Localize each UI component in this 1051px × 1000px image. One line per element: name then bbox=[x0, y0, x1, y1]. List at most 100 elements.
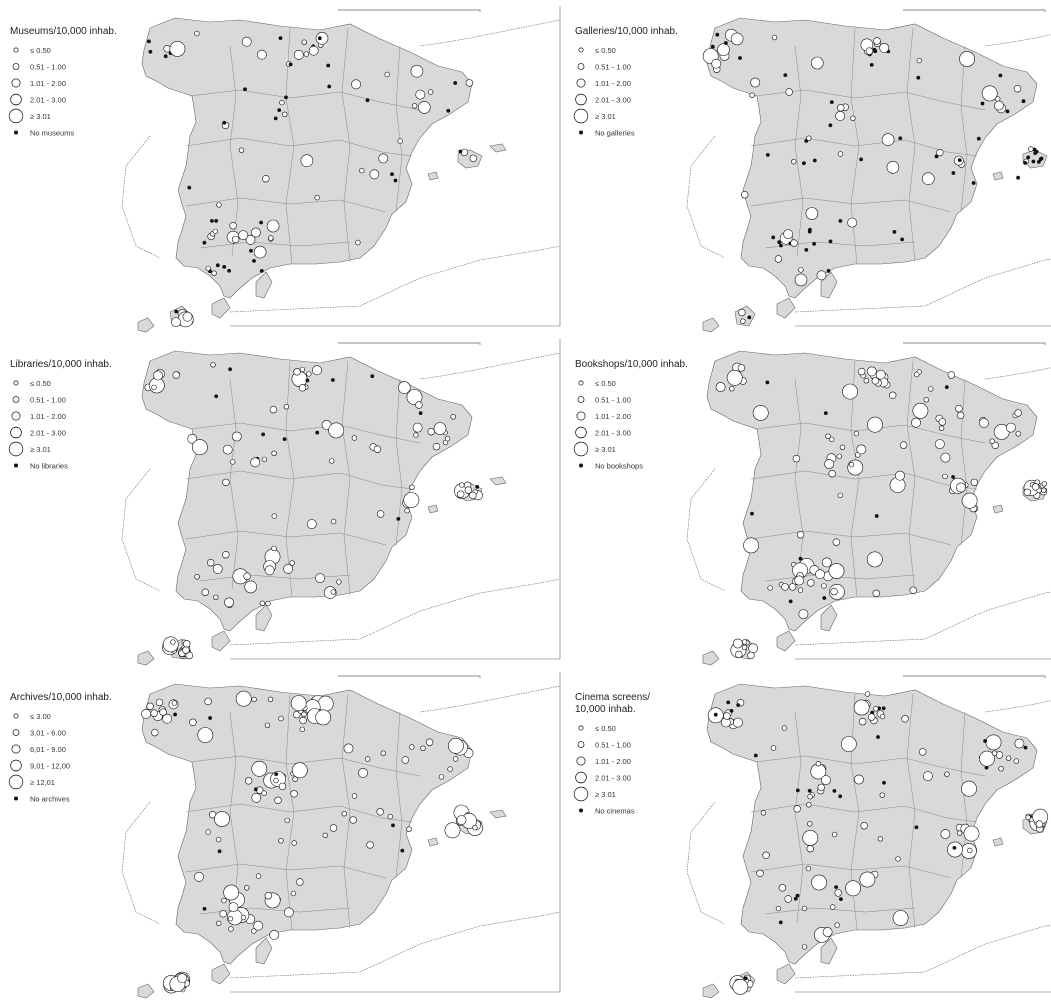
class-symbol bbox=[433, 422, 447, 435]
no-facility-dot bbox=[274, 772, 279, 776]
class-symbol bbox=[447, 766, 453, 772]
no-facility-dot bbox=[396, 517, 401, 521]
legend-title: Bookshops/10,000 inhab. bbox=[575, 359, 688, 370]
legend-class-label: 2.01 - 3.00 bbox=[595, 773, 631, 782]
class-symbol bbox=[730, 32, 744, 46]
africa-coast bbox=[229, 245, 561, 313]
class-symbol bbox=[469, 154, 477, 163]
class-symbol bbox=[781, 583, 789, 591]
legend-symbol bbox=[576, 756, 586, 766]
class-symbol bbox=[444, 435, 451, 442]
class-symbol bbox=[1013, 758, 1019, 764]
no-facility-dot bbox=[391, 823, 395, 828]
class-symbol bbox=[815, 760, 822, 767]
class-symbol bbox=[427, 427, 435, 436]
class-symbol bbox=[373, 445, 382, 453]
island bbox=[702, 317, 720, 333]
class-symbol bbox=[387, 813, 393, 820]
no-facility-dot bbox=[174, 309, 179, 314]
class-symbol bbox=[784, 895, 792, 903]
class-symbol bbox=[201, 588, 210, 596]
no-facility-dot bbox=[980, 101, 985, 106]
class-symbol bbox=[415, 401, 423, 409]
island bbox=[489, 143, 507, 153]
no-facility-dot bbox=[838, 219, 843, 223]
africa-coast bbox=[794, 591, 1051, 646]
class-symbol bbox=[748, 643, 758, 654]
class-symbol bbox=[229, 222, 237, 230]
class-symbol bbox=[244, 777, 253, 785]
no-facility-dot bbox=[390, 172, 394, 177]
island bbox=[137, 650, 155, 666]
class-symbol bbox=[222, 551, 230, 559]
portugal-coast bbox=[121, 801, 161, 925]
class-symbol bbox=[228, 902, 239, 912]
class-symbol bbox=[221, 897, 227, 904]
class-symbol bbox=[847, 459, 864, 476]
class-symbol bbox=[253, 245, 267, 259]
class-symbol bbox=[879, 792, 886, 798]
no-facility-dot bbox=[802, 161, 806, 166]
no-facility-dot bbox=[859, 157, 863, 162]
legend-class-label: ≥ 3.01 bbox=[595, 112, 616, 121]
legend-title: Libraries/10,000 inhab. bbox=[10, 359, 112, 370]
class-symbol bbox=[894, 470, 905, 481]
class-symbol bbox=[967, 847, 973, 854]
class-symbol bbox=[853, 699, 870, 716]
class-symbol bbox=[251, 792, 262, 803]
no-facility-dot bbox=[222, 120, 227, 125]
class-symbol bbox=[732, 638, 743, 649]
iberian-peninsula bbox=[706, 17, 1038, 299]
no-facility-dot bbox=[823, 411, 828, 415]
class-symbol bbox=[328, 422, 345, 439]
no-facility-dot bbox=[1032, 147, 1037, 152]
no-facility-dot bbox=[779, 243, 783, 248]
no-facility-dot bbox=[882, 780, 886, 785]
class-symbol bbox=[856, 444, 867, 455]
class-symbol bbox=[231, 431, 242, 442]
legend-symbol bbox=[10, 759, 22, 772]
class-symbol bbox=[238, 147, 245, 153]
class-symbol bbox=[293, 368, 301, 376]
class-symbol bbox=[420, 745, 426, 752]
class-symbol bbox=[171, 700, 178, 706]
legend-symbol bbox=[8, 108, 24, 124]
class-symbol bbox=[998, 765, 1004, 772]
no-facility-dot bbox=[400, 848, 405, 853]
no-facility-dot bbox=[788, 599, 793, 604]
class-symbol bbox=[409, 484, 415, 491]
class-symbol bbox=[867, 713, 876, 721]
no-facility-dot bbox=[892, 230, 897, 234]
class-symbol bbox=[336, 579, 342, 585]
class-symbol bbox=[993, 100, 1004, 111]
class-symbol bbox=[959, 51, 975, 67]
class-symbol bbox=[169, 41, 186, 57]
legend-symbol bbox=[575, 93, 587, 106]
class-symbol bbox=[834, 889, 842, 897]
no-facility-dot bbox=[710, 44, 715, 49]
class-symbol bbox=[425, 738, 434, 746]
class-symbol bbox=[816, 270, 827, 281]
class-symbol bbox=[351, 793, 358, 799]
class-symbol bbox=[807, 821, 813, 827]
class-symbol bbox=[219, 910, 227, 918]
no-facility-dot bbox=[808, 227, 812, 232]
no-facility-dot bbox=[874, 514, 879, 518]
legend-class-label: ≤ 0.50 bbox=[595, 724, 616, 733]
class-symbol bbox=[303, 51, 310, 57]
class-symbol bbox=[293, 710, 301, 719]
class-symbol bbox=[283, 907, 294, 918]
class-symbol bbox=[251, 928, 257, 934]
class-symbol bbox=[301, 711, 307, 717]
class-symbol bbox=[877, 836, 884, 842]
no-facility-dot bbox=[916, 75, 921, 80]
class-symbol bbox=[875, 369, 886, 380]
class-symbol bbox=[315, 31, 329, 45]
class-symbol bbox=[267, 696, 274, 702]
province-boundary bbox=[341, 360, 351, 596]
class-symbol bbox=[794, 273, 808, 287]
no-facility-dot bbox=[148, 49, 153, 54]
no-facility-dot bbox=[881, 706, 886, 711]
no-facility-dot bbox=[147, 39, 151, 44]
class-symbol bbox=[317, 695, 334, 712]
